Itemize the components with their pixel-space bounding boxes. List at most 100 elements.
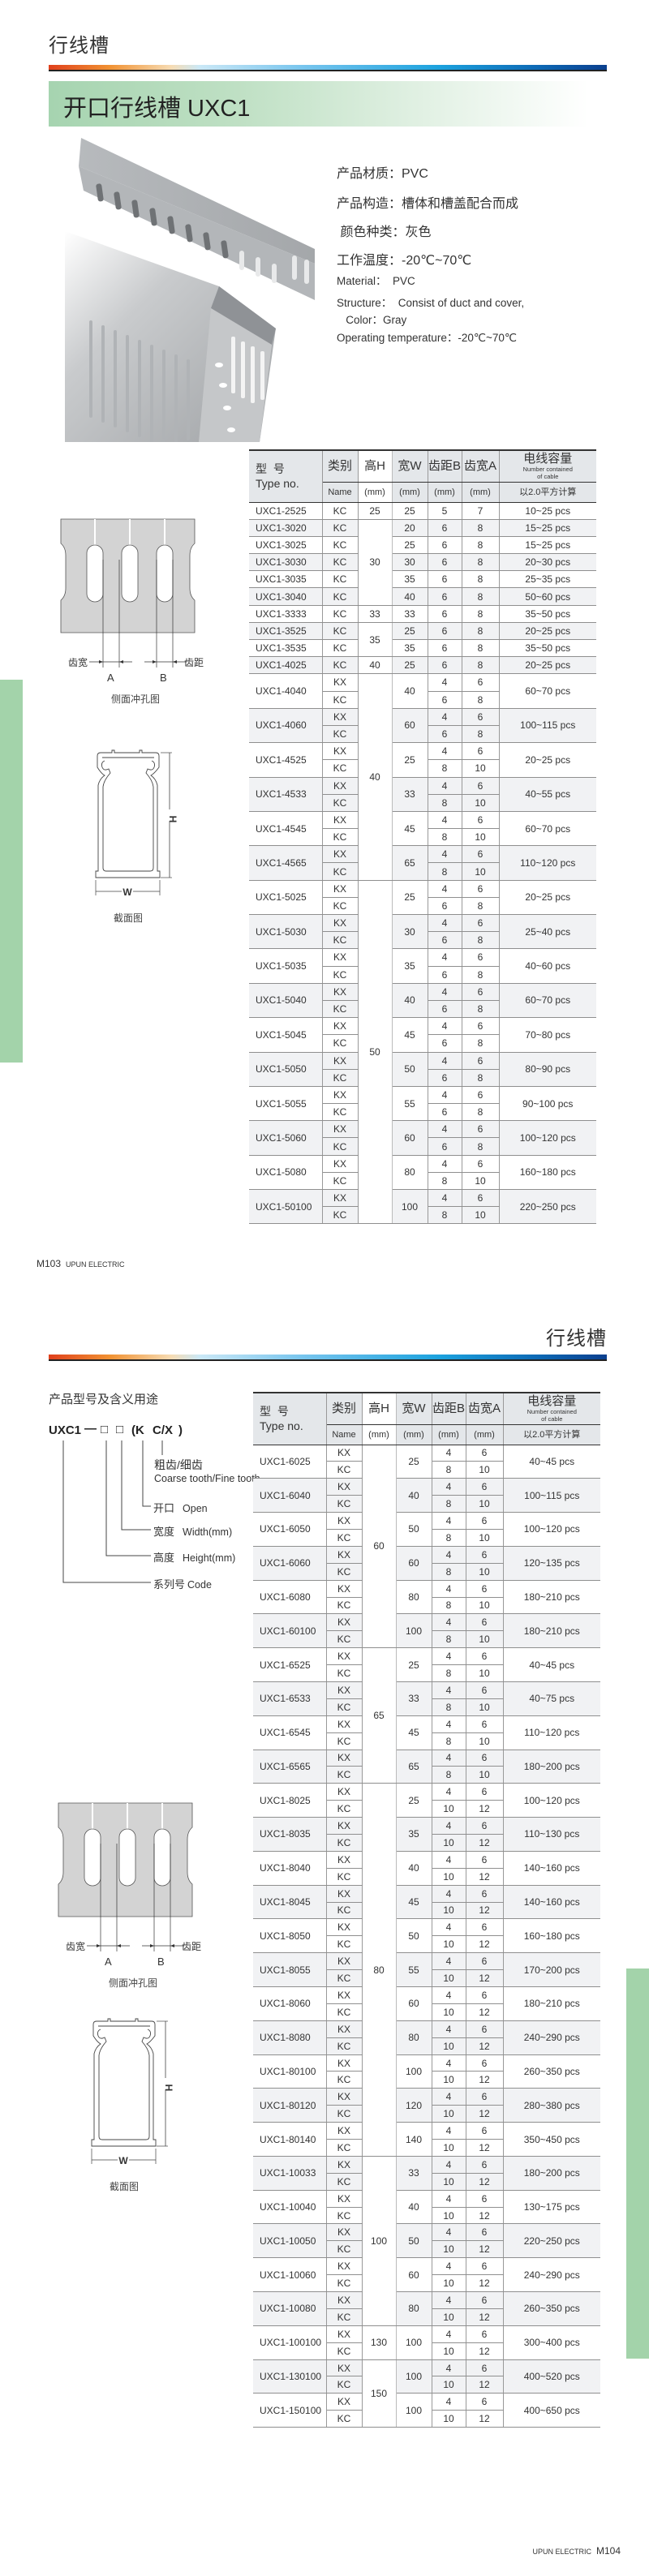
punch-caption: 侧面冲孔图 bbox=[109, 1977, 157, 1989]
table-row: UXC1-150100 KX 100 4 6 400~650 pcs bbox=[253, 2393, 600, 2428]
category-cell: KC bbox=[322, 1206, 359, 1225]
table-row: KC 6 8 bbox=[249, 1137, 596, 1156]
table-row: KC 6 8 bbox=[249, 1034, 596, 1053]
tooth-slot bbox=[118, 1828, 136, 1887]
category-cell: KX bbox=[326, 1512, 363, 1530]
table-row: KC 8 10 bbox=[253, 1664, 600, 1682]
cross-section-diagram-page2: H W 截面图 bbox=[91, 2018, 174, 2192]
header-unit-label: (mm) bbox=[403, 1430, 424, 1440]
table-row: KC 8 10 bbox=[253, 1630, 600, 1649]
header-tooth-width: 齿宽A bbox=[462, 449, 500, 483]
category-cell: KC bbox=[322, 897, 359, 916]
capacity-cell: 15~25 pcs bbox=[499, 536, 596, 555]
tooth-width-cell: 8 bbox=[462, 1000, 500, 1019]
table-row: KC 8 10 bbox=[253, 1732, 600, 1750]
type-cell: UXC1-8060 bbox=[253, 1986, 327, 2021]
tooth-width-cell: 6 bbox=[466, 2156, 504, 2174]
tooth-width-cell: 6 bbox=[466, 1580, 504, 1598]
category-cell: KC bbox=[322, 639, 359, 658]
width-cell: 65 bbox=[392, 845, 428, 881]
pitch-cell: 4 bbox=[432, 1715, 466, 1733]
header-unit-label: (mm) bbox=[470, 487, 491, 497]
table-row: KC 6 8 bbox=[249, 1000, 596, 1019]
table-row: KC 6 8 bbox=[249, 966, 596, 984]
tooth-width-cell: 6 bbox=[462, 708, 500, 726]
header-capacity-en: Number contained bbox=[527, 1407, 577, 1415]
tooth-width-cell: 12 bbox=[466, 1902, 504, 1920]
category-cell: KC bbox=[326, 2105, 363, 2123]
category-cell: KC bbox=[326, 1630, 363, 1649]
header-capacity-note-label: 以2.0平方计算 bbox=[519, 487, 577, 497]
header-height-label: 高H bbox=[368, 1402, 389, 1416]
tooth-slot bbox=[156, 544, 174, 603]
table-row: KC 10 12 bbox=[253, 2274, 600, 2293]
pitch-cell: 4 bbox=[432, 1750, 466, 1767]
table-row: UXC1-5060 KX 60 4 6 100~120 pcs bbox=[249, 1120, 596, 1156]
a-label: A bbox=[107, 672, 114, 684]
category-cell: KC bbox=[322, 502, 359, 520]
category-cell: KX bbox=[322, 914, 359, 933]
pitch-cell: 10 bbox=[432, 2376, 466, 2394]
label-bg bbox=[165, 809, 174, 821]
code-label-cn: 系列号 bbox=[153, 1578, 186, 1591]
capacity-cell: 170~200 pcs bbox=[503, 1952, 600, 1987]
category-cell: KC bbox=[326, 1495, 363, 1513]
header-capacity-note: 以2.0平方计算 bbox=[503, 1424, 600, 1445]
duct-outline bbox=[95, 749, 161, 878]
table-row: UXC1-5035 KX 35 4 6 40~60 pcs bbox=[249, 948, 596, 984]
capacity-cell: 40~45 pcs bbox=[503, 1445, 600, 1479]
type-cell: UXC1-10080 bbox=[253, 2291, 327, 2326]
capacity-cell: 40~75 pcs bbox=[503, 1681, 600, 1716]
type-cell: UXC1-4525 bbox=[249, 742, 323, 778]
capacity-cell: 160~180 pcs bbox=[503, 1918, 600, 1954]
capacity-cell: 25~40 pcs bbox=[499, 914, 596, 950]
category-cell: KX bbox=[326, 2257, 363, 2276]
category-cell: KC bbox=[326, 1529, 363, 1547]
tooth-width-cell: 12 bbox=[466, 2003, 504, 2021]
tooth-width-label: 齿宽 bbox=[68, 656, 88, 668]
header-gradient-bar-page2 bbox=[49, 1355, 607, 1361]
capacity-cell: 120~135 pcs bbox=[503, 1546, 600, 1581]
category-cell: KX bbox=[322, 777, 359, 795]
type-cell: UXC1-4060 bbox=[249, 708, 323, 744]
pitch-cell: 6 bbox=[428, 966, 462, 984]
table-row: KC 10 12 bbox=[253, 2037, 600, 2055]
category-cell: KC bbox=[326, 1766, 363, 1784]
footer-page1: M103 UPUN ELECTRIC bbox=[37, 1258, 130, 1269]
type-cell: UXC1-6040 bbox=[253, 1478, 327, 1513]
tooth-width-cell: 8 bbox=[462, 570, 500, 589]
table-row: UXC1-5055 KX 55 4 6 90~100 pcs bbox=[249, 1086, 596, 1122]
width-cell: 35 bbox=[396, 1817, 432, 1852]
header-unit: (mm) bbox=[358, 482, 393, 503]
category-cell: KX bbox=[326, 1580, 363, 1598]
width-cell: 55 bbox=[396, 1952, 432, 1987]
capacity-cell: 130~175 pcs bbox=[503, 2190, 600, 2225]
table-row: UXC1-8050 KX 50 4 6 160~180 pcs bbox=[253, 1918, 600, 1954]
capacity-cell: 25~35 pcs bbox=[499, 570, 596, 589]
tooth-width-cell: 10 bbox=[466, 1630, 504, 1649]
category-cell: KC bbox=[322, 519, 359, 537]
table-row: UXC1-5080 KX 80 4 6 160~180 pcs bbox=[249, 1155, 596, 1191]
tooth-width-cell: 7 bbox=[462, 502, 500, 520]
pitch-cell: 10 bbox=[432, 2105, 466, 2123]
pitch-cell: 4 bbox=[432, 1478, 466, 1496]
category-cell: KX bbox=[326, 1885, 363, 1903]
header-tooth-width-label: 齿宽A bbox=[463, 459, 496, 474]
tooth-width-cell: 6 bbox=[466, 1478, 504, 1496]
type-cell: UXC1-4025 bbox=[249, 656, 323, 675]
type-cell: UXC1-3035 bbox=[249, 570, 323, 589]
category-cell: KX bbox=[326, 1613, 363, 1632]
category-cell: KX bbox=[326, 2088, 363, 2106]
header-unit: (mm) bbox=[396, 1424, 432, 1445]
table-row: UXC1-3525 KC 35 25 6 8 20~25 pcs bbox=[249, 622, 596, 658]
capacity-cell: 50~60 pcs bbox=[499, 587, 596, 606]
header-gradient-bar bbox=[49, 65, 607, 71]
category-cell: KC bbox=[326, 2139, 363, 2157]
banner-title: 开口行线槽 UXC1 bbox=[63, 96, 251, 122]
arrow-icon bbox=[97, 1944, 101, 1947]
width-cell: 20 bbox=[392, 519, 428, 537]
category-cell: KX bbox=[326, 2393, 363, 2411]
header-capacity-en2: of cable bbox=[537, 472, 559, 480]
header-capacity-en2: of cable bbox=[541, 1415, 563, 1423]
pitch-label: 齿距 bbox=[182, 1941, 201, 1952]
